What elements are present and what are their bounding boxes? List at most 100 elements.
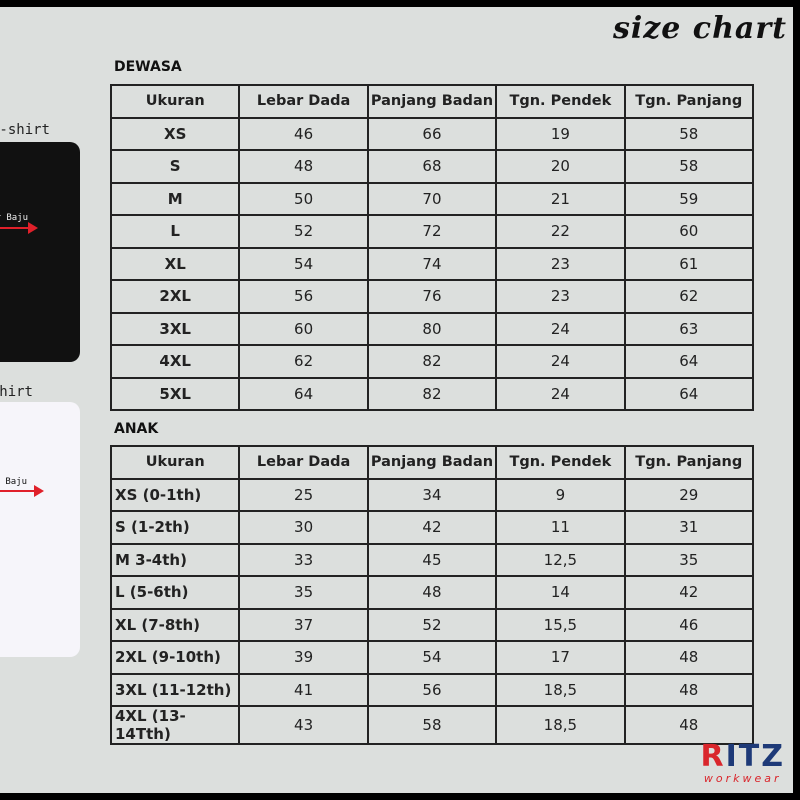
measurement-cell: 46 [623, 607, 755, 642]
measurement-cell: 29 [623, 477, 755, 512]
table-row: XL (7-8th) 37 52 15,5 46 [109, 607, 755, 642]
table-row: XS (0-1th) 25 34 9 29 [109, 477, 755, 512]
measurement-cell: 22 [495, 214, 626, 249]
tshirt-arrow-label: Lebar Baju [0, 213, 28, 223]
measurement-cell: 31 [623, 510, 755, 545]
size-cell: 3XL [109, 311, 241, 346]
measurement-cell: 23 [495, 279, 626, 314]
measurement-cell: 41 [238, 672, 369, 707]
measurement-cell: 60 [623, 214, 755, 249]
size-cell: XL (7-8th) [109, 607, 241, 642]
table-row: S 48 68 20 58 [109, 149, 755, 184]
kids-size-table: Ukuran Lebar Dada Panjang Badan Tgn. Pendek… [109, 445, 755, 745]
measurement-cell: 45 [366, 542, 498, 577]
measurement-cell: 54 [366, 640, 498, 675]
column-header: Lebar Dada [238, 445, 369, 480]
size-cell: XS [109, 116, 241, 151]
measurement-cell: 82 [366, 376, 498, 411]
measurement-cell: 74 [366, 246, 498, 281]
size-chart-canvas: size chart T-shirt Lebar Baju Polo Shirt… [0, 7, 793, 793]
width-arrow-icon [0, 222, 38, 234]
size-cell: XS (0-1th) [109, 477, 241, 512]
measurement-cell: 80 [366, 311, 498, 346]
table-row: 3XL (11-12th) 41 56 18,5 48 [109, 672, 755, 707]
measurement-cell: 15,5 [495, 607, 626, 642]
measurement-cell: 82 [366, 344, 498, 379]
measurement-cell: 14 [495, 575, 626, 610]
measurement-cell: 72 [366, 214, 498, 249]
table-row: M 3-4th) 33 45 12,5 35 [109, 542, 755, 577]
measurement-cell: 18,5 [495, 672, 626, 707]
chart-title: size chart [612, 11, 787, 46]
measurement-cell: 64 [623, 376, 755, 411]
measurement-cell: 48 [366, 575, 498, 610]
measurement-cell: 46 [238, 116, 369, 151]
kids-heading: ANAK [114, 421, 159, 437]
measurement-cell: 11 [495, 510, 626, 545]
size-cell: L [109, 214, 241, 249]
measurement-cell: 66 [366, 116, 498, 151]
polo-label: Polo Shirt [0, 384, 33, 400]
measurement-cell: 24 [495, 344, 626, 379]
table-row: 4XL 62 82 24 64 [109, 344, 755, 379]
column-header: Ukuran [109, 84, 241, 119]
measurement-cell: 76 [366, 279, 498, 314]
size-cell: 2XL (9-10th) [109, 640, 241, 675]
table-row: XS 46 66 19 58 [109, 116, 755, 151]
table-row: 4XL (13-14Tth) 43 58 18,5 48 [109, 705, 755, 745]
table-row: M 50 70 21 59 [109, 181, 755, 216]
column-header: Tgn. Panjang [623, 84, 755, 119]
size-cell: 5XL [109, 376, 241, 411]
measurement-cell: 33 [238, 542, 369, 577]
column-header: Panjang Badan [366, 445, 498, 480]
measurement-cell: 56 [366, 672, 498, 707]
measurement-cell: 58 [623, 149, 755, 184]
measurement-cell: 56 [238, 279, 369, 314]
measurement-cell: 48 [623, 672, 755, 707]
measurement-cell: 48 [623, 705, 755, 745]
size-cell: XL [109, 246, 241, 281]
measurement-cell: 52 [238, 214, 369, 249]
measurement-cell: 19 [495, 116, 626, 151]
measurement-cell: 48 [623, 640, 755, 675]
size-cell: 3XL (11-12th) [109, 672, 241, 707]
table-row: 3XL 60 80 24 63 [109, 311, 755, 346]
measurement-cell: 50 [238, 181, 369, 216]
measurement-cell: 21 [495, 181, 626, 216]
measurement-cell: 68 [366, 149, 498, 184]
size-cell: L (5-6th) [109, 575, 241, 610]
size-cell: S (1-2th) [109, 510, 241, 545]
measurement-cell: 42 [366, 510, 498, 545]
tshirt-label: T-shirt [0, 122, 50, 138]
measurement-cell: 25 [238, 477, 369, 512]
table-row: S (1-2th) 30 42 11 31 [109, 510, 755, 545]
measurement-cell: 70 [366, 181, 498, 216]
black-tshirt-image [0, 142, 80, 362]
measurement-cell: 62 [623, 279, 755, 314]
size-cell: 4XL (13-14Tth) [109, 705, 241, 745]
measurement-cell: 64 [623, 344, 755, 379]
measurement-cell: 54 [238, 246, 369, 281]
measurement-cell: 43 [238, 705, 369, 745]
measurement-cell: 37 [238, 607, 369, 642]
measurement-cell: 52 [366, 607, 498, 642]
adult-size-table: Ukuran Lebar Dada Panjang Badan Tgn. Pendek… [109, 84, 755, 411]
column-header: Panjang Badan [366, 84, 498, 119]
measurement-cell: 17 [495, 640, 626, 675]
column-header: Tgn. Panjang [623, 445, 755, 480]
size-cell: M 3-4th) [109, 542, 241, 577]
table-row: XL 54 74 23 61 [109, 246, 755, 281]
table-row: 2XL 56 76 23 62 [109, 279, 755, 314]
measurement-cell: 30 [238, 510, 369, 545]
measurement-cell: 58 [623, 116, 755, 151]
measurement-cell: 12,5 [495, 542, 626, 577]
measurement-cell: 23 [495, 246, 626, 281]
white-polo-image [0, 402, 80, 657]
table-row: 5XL 64 82 24 64 [109, 376, 755, 411]
measurement-cell: 9 [495, 477, 626, 512]
table-row: 2XL (9-10th) 39 54 17 48 [109, 640, 755, 675]
size-cell: M [109, 181, 241, 216]
measurement-cell: 62 [238, 344, 369, 379]
width-arrow-icon [0, 485, 44, 497]
table-row: L 52 72 22 60 [109, 214, 755, 249]
